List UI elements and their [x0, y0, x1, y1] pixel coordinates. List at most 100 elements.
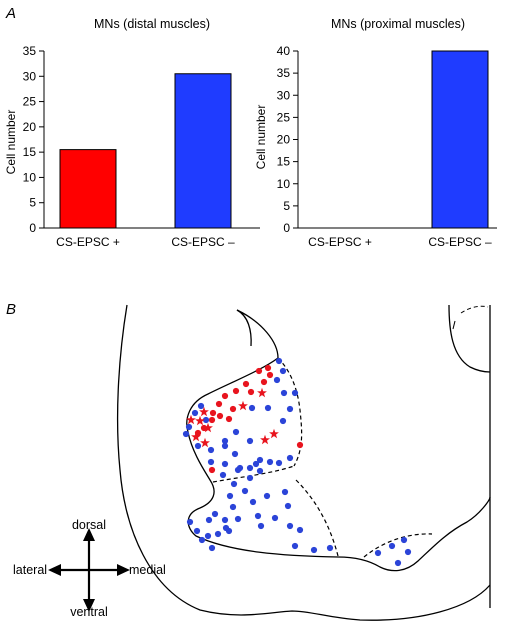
- y-tick-label-proximal: 10: [277, 177, 291, 191]
- cs-epsc-negative-cell-dot: [388, 542, 396, 550]
- y-tick-label-distal: 10: [23, 170, 37, 184]
- dorsolateral-nucleus-boundary: [277, 357, 303, 467]
- cs-epsc-negative-cell-dot: [279, 367, 287, 375]
- motoneuron-markers: [182, 357, 412, 567]
- cs-epsc-positive-cell-star: [269, 428, 279, 439]
- cs-epsc-negative-cell-dot: [205, 516, 213, 524]
- x-category-label-distal: CS-EPSC +: [56, 235, 120, 249]
- cs-epsc-negative-cell-dot: [207, 446, 215, 454]
- cs-epsc-negative-cell-dot: [197, 402, 205, 410]
- cs-epsc-positive-cell-dot: [216, 412, 224, 420]
- cs-epsc-negative-cell-dot: [229, 503, 237, 511]
- cs-epsc-negative-cell-dot: [226, 492, 234, 500]
- cs-epsc-negative-cell-dot: [246, 437, 254, 445]
- cs-epsc-negative-cell-dot: [234, 515, 242, 523]
- cs-epsc-negative-cell-dot: [254, 512, 262, 520]
- cs-epsc-negative-cell-dot: [281, 488, 289, 496]
- gray-matter-left-edge: [236, 309, 252, 347]
- y-axis-label-distal: Cell number: [4, 110, 18, 175]
- cs-epsc-positive-cell-star: [199, 406, 209, 417]
- cs-epsc-positive-cell-star: [191, 431, 201, 442]
- cs-epsc-negative-cell-dot: [286, 454, 294, 462]
- cs-epsc-positive-cell-dot: [229, 405, 237, 413]
- y-tick-label-proximal: 35: [277, 66, 291, 80]
- y-tick-label-proximal: 40: [277, 44, 291, 58]
- central-canal-tick: [452, 320, 456, 330]
- cs-epsc-negative-cell-dot: [286, 522, 294, 530]
- cs-epsc-negative-cell-dot: [230, 480, 238, 488]
- cs-epsc-negative-cell-dot: [264, 404, 272, 412]
- cs-epsc-negative-cell-dot: [256, 467, 264, 475]
- bar-distal-1: [174, 73, 232, 229]
- cs-epsc-negative-cell-dot: [194, 442, 202, 450]
- cs-epsc-positive-cell-dot: [215, 400, 223, 408]
- bar-distal-0: [59, 149, 117, 229]
- cs-epsc-positive-cell-dot: [242, 380, 250, 388]
- cs-epsc-negative-cell-dot: [256, 456, 264, 464]
- y-tick-label-distal: 15: [23, 145, 37, 159]
- cs-epsc-negative-cell-dot: [198, 536, 206, 544]
- cs-epsc-negative-cell-dot: [193, 527, 201, 535]
- cs-epsc-negative-cell-dot: [241, 487, 249, 495]
- cs-epsc-negative-cell-dot: [248, 404, 256, 412]
- cs-epsc-negative-cell-dot: [291, 389, 299, 397]
- y-axis-label-proximal: Cell number: [254, 105, 268, 170]
- cs-epsc-negative-cell-dot: [185, 423, 193, 431]
- bar-proximal-1: [431, 50, 489, 229]
- cs-epsc-negative-cell-dot: [182, 430, 190, 438]
- cs-epsc-positive-cell-dot: [208, 466, 216, 474]
- cs-epsc-negative-cell-dot: [284, 502, 292, 510]
- y-tick-label-proximal: 15: [277, 155, 291, 169]
- section-outline: [116, 304, 491, 621]
- cs-epsc-negative-cell-dot: [204, 532, 212, 540]
- cs-epsc-positive-cell-dot: [296, 441, 304, 449]
- y-tick-label-distal: 25: [23, 95, 37, 109]
- cs-epsc-negative-cell-dot: [221, 442, 229, 450]
- y-tick-label-proximal: 30: [277, 88, 291, 102]
- orientation-compass: [48, 528, 130, 612]
- cs-epsc-positive-cell-dot: [232, 387, 240, 395]
- bar-chart-distal: MNs (distal muscles) Cell number 0 5 10 15 2…: [4, 17, 260, 249]
- y-tick-label-distal: 35: [23, 44, 37, 58]
- cs-epsc-positive-cell-dot: [247, 388, 255, 396]
- compass-label-dorsal: dorsal: [72, 518, 106, 532]
- panel-label-a: A: [5, 5, 16, 22]
- cs-epsc-negative-cell-dot: [296, 526, 304, 534]
- cs-epsc-negative-cell-dot: [236, 464, 244, 472]
- cs-epsc-positive-cell-star: [200, 437, 210, 448]
- cs-epsc-positive-cell-dot: [225, 415, 233, 423]
- cs-epsc-negative-cell-dot: [246, 464, 254, 472]
- cs-epsc-positive-cell-dot: [264, 364, 272, 372]
- y-tick-label-distal: 5: [29, 196, 36, 210]
- y-tick-label-distal: 0: [29, 221, 36, 235]
- cs-epsc-negative-cell-dot: [249, 498, 257, 506]
- cs-epsc-negative-cell-dot: [286, 405, 294, 413]
- y-tick-label-proximal: 20: [277, 133, 291, 147]
- cs-epsc-negative-cell-dot: [326, 544, 334, 552]
- cs-epsc-negative-cell-dot: [232, 428, 240, 436]
- cs-epsc-negative-cell-dot: [279, 417, 287, 425]
- cs-epsc-negative-cell-dot: [273, 376, 281, 384]
- cs-epsc-negative-cell-dot: [225, 527, 233, 535]
- compass-label-medial: medial: [129, 563, 166, 577]
- cs-epsc-negative-cell-dot: [394, 559, 402, 567]
- cs-epsc-negative-cell-dot: [202, 416, 210, 424]
- cs-epsc-negative-cell-dot: [231, 450, 239, 458]
- bar-chart-proximal: MNs (proximal muscles) Cell number 0 5 10 1…: [254, 17, 497, 249]
- cs-epsc-negative-cell-dot: [214, 530, 222, 538]
- cs-epsc-positive-cell-star: [195, 415, 205, 426]
- x-category-label-proximal: CS-EPSC +: [308, 235, 372, 249]
- x-category-label-distal: CS-EPSC –: [171, 235, 235, 249]
- cs-epsc-positive-cell-star: [186, 414, 196, 425]
- cs-epsc-positive-cell-dot: [260, 378, 268, 386]
- cs-epsc-negative-cell-dot: [257, 522, 265, 530]
- panel-label-b: B: [6, 301, 16, 318]
- cs-epsc-positive-cell-star: [238, 400, 248, 411]
- y-tick-label-distal: 20: [23, 120, 37, 134]
- spinal-section-diagram: [116, 304, 491, 621]
- y-tick-label-distal: 30: [23, 69, 37, 83]
- cs-epsc-negative-cell-dot: [221, 437, 229, 445]
- cs-epsc-negative-cell-dot: [310, 546, 318, 554]
- cs-epsc-negative-cell-dot: [208, 544, 216, 552]
